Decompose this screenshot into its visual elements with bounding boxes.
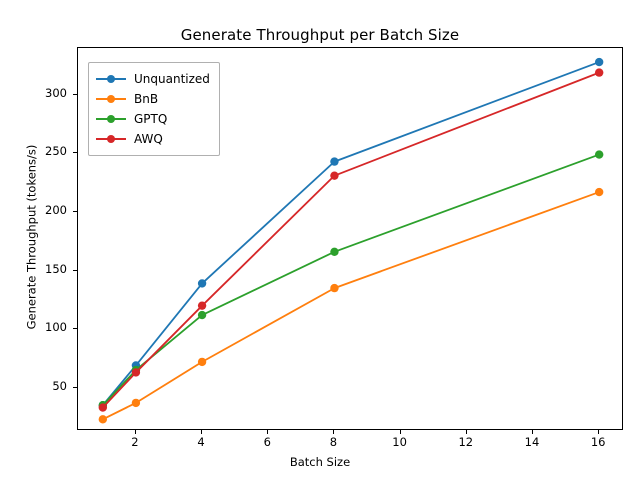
data-point xyxy=(98,415,108,424)
data-point xyxy=(197,301,207,310)
data-point xyxy=(330,247,339,256)
y-tick-mark xyxy=(73,93,77,95)
y-tick-mark xyxy=(73,328,77,330)
data-point xyxy=(594,68,604,77)
data-point xyxy=(594,57,604,67)
y-tick-label: 300 xyxy=(45,85,67,100)
data-point xyxy=(197,310,207,320)
legend-marker-icon xyxy=(96,133,126,145)
y-tick-mark xyxy=(73,152,77,154)
y-axis-label: Generate Throughput (tokens/s) xyxy=(24,144,39,330)
series-awq xyxy=(98,68,604,412)
legend-marker-icon xyxy=(96,113,126,125)
series-bnb xyxy=(98,187,604,424)
data-point xyxy=(594,187,604,197)
x-tick-label: 10 xyxy=(392,435,407,449)
legend-marker-icon xyxy=(96,73,126,85)
chart-title: Generate Throughput per Batch Size xyxy=(180,26,460,44)
legend-label: Unquantized xyxy=(134,72,210,86)
x-tick-label: 14 xyxy=(524,435,540,449)
data-point xyxy=(330,157,339,166)
y-tick-label: 150 xyxy=(45,261,67,276)
y-tick-mark xyxy=(73,386,77,388)
data-point xyxy=(98,403,108,412)
y-tick-label: 100 xyxy=(45,320,67,335)
x-tick-mark xyxy=(465,430,467,434)
x-tick-label: 6 xyxy=(263,435,271,449)
y-tick-label: 250 xyxy=(45,144,67,159)
y-tick-label: 50 xyxy=(52,378,67,393)
chart-legend: Unquantized BnB GPTQ AWQ xyxy=(88,62,220,156)
data-point xyxy=(594,150,604,159)
legend-label: AWQ xyxy=(134,132,163,146)
y-tick-mark xyxy=(73,269,77,271)
series-line xyxy=(101,191,601,421)
chart-series-layer xyxy=(98,57,604,424)
data-point xyxy=(197,279,207,288)
legend-item-awq[interactable]: AWQ xyxy=(96,129,210,149)
legend-item-unquantized[interactable]: Unquantized xyxy=(96,69,210,89)
x-tick-mark xyxy=(399,430,401,434)
x-tick-mark xyxy=(333,430,335,434)
data-point xyxy=(131,398,141,408)
legend-marker-icon xyxy=(96,93,126,105)
x-tick-mark xyxy=(598,430,600,434)
x-tick-label: 12 xyxy=(458,435,474,449)
data-point xyxy=(330,171,339,180)
x-axis-label: Batch Size xyxy=(289,455,351,469)
x-tick-mark xyxy=(532,430,533,434)
x-tick-mark xyxy=(267,430,269,434)
x-tick-mark xyxy=(201,430,203,434)
data-point xyxy=(330,283,339,293)
series-line xyxy=(101,153,601,407)
series-gptq xyxy=(98,150,604,410)
data-point xyxy=(131,368,141,377)
legend-label: BnB xyxy=(134,92,159,106)
y-tick-mark xyxy=(73,210,77,212)
x-tick-label: 16 xyxy=(590,435,606,449)
legend-item-gptq[interactable]: GPTQ xyxy=(96,109,210,129)
y-tick-label: 200 xyxy=(45,202,67,217)
legend-label: GPTQ xyxy=(134,112,168,126)
x-tick-mark xyxy=(134,430,136,434)
x-tick-label: 2 xyxy=(131,435,139,449)
data-point xyxy=(197,357,207,367)
x-tick-label: 8 xyxy=(329,435,338,449)
x-tick-label: 4 xyxy=(197,435,205,449)
legend-item-bnb[interactable]: BnB xyxy=(96,89,210,109)
